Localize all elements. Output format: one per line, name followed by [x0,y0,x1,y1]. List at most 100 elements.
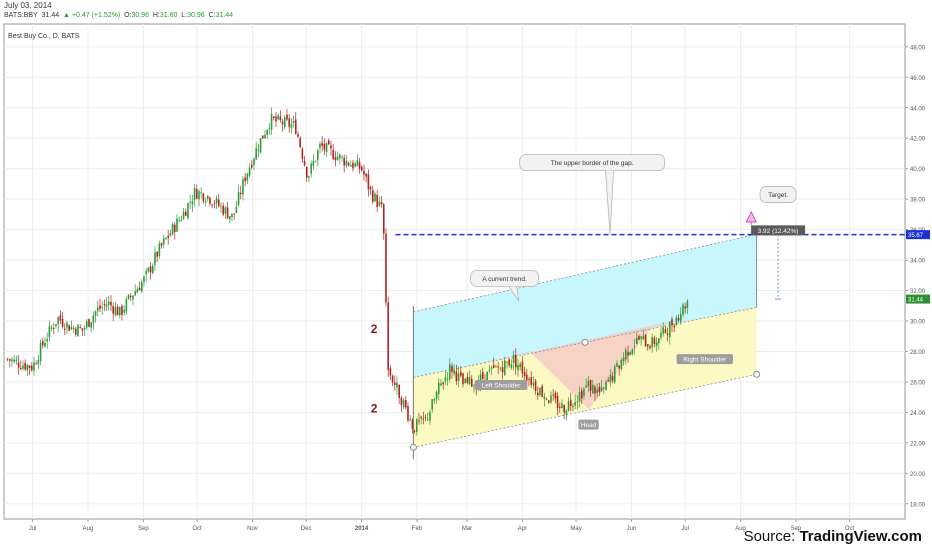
candle-body [589,379,592,391]
candle-body [398,384,400,398]
candle-body [200,192,202,194]
quote-line: BATS:BBY 31.44 ▲ +0.47 (+1.52%) O:30.96 … [4,12,233,19]
candle-body [101,306,103,308]
last-price: 31.44 [41,12,60,19]
open-label: O: [124,12,132,19]
candle-body [182,211,185,220]
y-tick-label: 30.00 [910,320,926,326]
candle-body [96,307,99,312]
candle-body [358,162,361,169]
channel-upper-line [413,233,757,313]
candle-body [94,311,97,316]
candle-body [63,328,66,330]
candle-body [420,416,422,419]
candle-body [391,375,394,383]
y-tick-label: 38.00 [910,198,926,204]
candle-body [173,224,176,233]
candle-body [561,403,563,408]
candle-body [149,266,152,273]
candle-body [224,207,227,214]
candle-body [162,238,165,245]
candle-body [367,174,370,190]
candle-body [44,342,46,347]
candle-body [347,162,350,166]
candle-body [336,156,339,160]
candle-body [275,116,277,122]
candle-body [123,309,125,313]
candle-body [103,304,106,305]
candle-body [444,376,447,382]
candle-body [618,365,620,369]
candle-body [453,369,455,374]
candle-body [242,179,244,195]
x-tick-label: Dec [301,526,312,532]
candle-body [545,398,548,400]
candle-body [228,216,231,220]
y-tick-label: 24.00 [910,411,926,417]
source-credit[interactable]: Source: TradingView.com [744,528,922,545]
wave-number-label: 2 [371,322,378,336]
candle-body [319,144,321,149]
candle-body [305,166,308,178]
candle-body [490,367,493,369]
candle-body [448,364,451,380]
head-shoulders-shape [436,319,680,410]
candle-body [514,355,517,368]
left-shoulder-label: Left Shoulder [482,382,522,389]
candle-body [380,201,383,205]
candle-body [525,374,528,381]
candle-body [684,306,686,309]
candle-body [110,301,112,306]
candle-body [404,399,407,408]
candle-body [657,338,660,344]
candle-body [600,387,603,391]
candle-body [622,357,625,361]
candle-body [327,140,330,145]
candle-body [629,352,631,355]
candle-body [266,129,268,135]
candle-body [660,332,662,338]
candle-body [539,387,541,395]
candle-body [178,220,180,221]
y-tick-label: 26.00 [910,380,926,386]
candle-body [369,186,372,190]
y-tick-label: 40.00 [910,167,926,173]
candle-body [486,371,488,385]
candle-body [255,148,257,160]
candle-body [136,289,139,293]
candle-body [334,157,337,161]
candle-body [464,378,466,384]
candle-body [523,371,526,377]
price-change: ▲ +0.47 (+1.52%) [63,12,121,19]
candle-body [323,143,326,150]
candle-body [206,195,209,200]
candle-body [283,117,286,128]
candle-body [385,233,387,303]
candle-body [620,359,623,370]
candle-body [184,211,187,216]
candle-body [635,337,638,345]
candle-body [583,388,585,397]
candle-body [651,337,653,348]
head-label: Head [581,422,597,429]
candle-body [132,295,134,300]
x-tick-label: 2014 [355,526,369,532]
candle-body [596,389,598,393]
candle-body [585,385,587,388]
open-value: 30.96 [131,12,149,19]
candle-body [286,114,288,120]
candle-body [66,322,68,328]
candle-body [138,287,141,291]
candle-body [180,219,183,221]
y-tick-label: 20.00 [910,472,926,478]
candle-body [613,366,616,383]
x-tick-label: Nov [247,526,258,532]
candle-body [341,156,343,158]
candle-body [627,352,629,356]
candle-body [187,203,189,218]
candle-body [468,377,471,385]
candle-body [402,400,405,408]
low-label: L: [181,12,188,19]
candle-body [292,121,295,123]
